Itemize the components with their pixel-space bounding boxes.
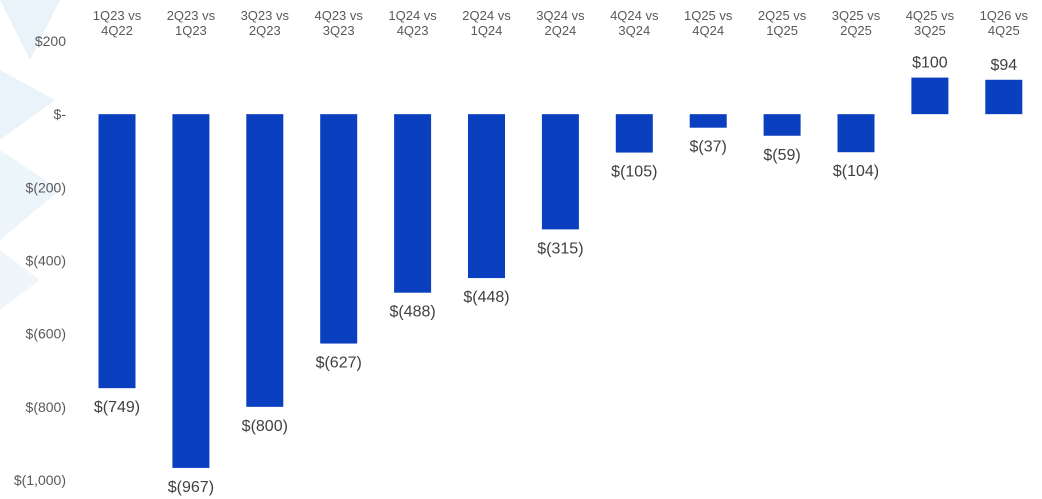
y-tick-label: $(800) (26, 399, 66, 415)
category-label-line: 2Q25 vs (758, 8, 807, 23)
category-label-line: 1Q25 vs (684, 8, 733, 23)
category-label-line: 1Q23 vs (93, 8, 142, 23)
data-label: $94 (990, 57, 1017, 74)
category-label-line: 3Q24 vs (536, 8, 585, 23)
bar (541, 114, 579, 230)
bar (911, 77, 949, 115)
category-label: 3Q24 vs 2Q24 (536, 8, 585, 38)
category-label-line: 4Q24 (692, 23, 724, 38)
category-label-line: 1Q24 vs (388, 8, 437, 23)
category-label: 1Q26 vs 4Q25 (980, 8, 1029, 38)
category-label: 2Q24 vs 1Q24 (462, 8, 511, 38)
category-label: 4Q23 vs 3Q23 (314, 8, 363, 38)
data-label: $(800) (242, 418, 288, 435)
data-label: $(448) (463, 289, 509, 306)
category-label-line: 2Q23 (249, 23, 281, 38)
watermark-shape (0, 70, 55, 140)
bar (172, 114, 210, 468)
category-label-line: 1Q24 (471, 23, 503, 38)
category-label-line: 3Q23 (323, 23, 355, 38)
bar (98, 114, 136, 389)
category-label-line: 1Q23 (175, 23, 207, 38)
category-label-line: 3Q23 vs (241, 8, 290, 23)
bar (468, 114, 505, 279)
category-label-line: 1Q26 vs (980, 8, 1029, 23)
category-label: 4Q24 vs 3Q24 (610, 8, 659, 38)
category-label: 3Q25 vs 2Q25 (832, 8, 881, 38)
category-label-line: 3Q25 vs (832, 8, 881, 23)
category-label-line: 2Q25 (840, 23, 872, 38)
y-tick-label: $(1,000) (14, 472, 66, 488)
bar (985, 79, 1023, 115)
watermark-shape (0, 0, 60, 60)
category-label: 1Q25 vs 4Q24 (684, 8, 733, 38)
category-label-line: 2Q23 vs (167, 8, 216, 23)
category-label-line: 4Q25 vs (906, 8, 955, 23)
watermark-shape (0, 150, 60, 240)
y-tick-label: $- (54, 106, 67, 122)
category-label: 2Q25 vs 1Q25 (758, 8, 807, 38)
data-label: $100 (912, 55, 948, 72)
bar (689, 114, 727, 128)
y-tick-label: $(600) (26, 326, 66, 342)
category-label: 1Q24 vs 4Q23 (388, 8, 437, 38)
data-label: $(749) (94, 399, 140, 416)
data-label: $(105) (611, 164, 657, 181)
bar (615, 114, 653, 153)
bars (98, 77, 1023, 468)
bar (394, 114, 432, 293)
data-label: $(59) (763, 147, 800, 164)
y-tick-label: $200 (35, 33, 66, 49)
category-labels: 1Q23 vs 4Q22 2Q23 vs 1Q23 3Q23 vs 2Q23 4Q23 vs… (93, 8, 1029, 38)
data-label: $(104) (833, 163, 879, 180)
category-label-line: 4Q22 (101, 23, 133, 38)
category-label-line: 3Q25 (914, 23, 946, 38)
category-label: 3Q23 vs 2Q23 (241, 8, 290, 38)
category-label-line: 1Q25 (766, 23, 798, 38)
category-label: 4Q25 vs 3Q25 (906, 8, 955, 38)
y-axis-ticks: $200 $- $(200) $(400) $(600) $(800) $(1,000) (14, 33, 66, 488)
y-tick-label: $(200) (26, 179, 66, 195)
bar (246, 114, 284, 407)
bar (320, 114, 358, 344)
category-label: 2Q23 vs 1Q23 (167, 8, 216, 38)
bar (763, 114, 801, 136)
category-label-line: 3Q24 (618, 23, 650, 38)
background-watermark (0, 0, 60, 310)
data-labels: $(749) $(967) $(800) $(627) $(488) $(448) $(31… (94, 55, 1017, 496)
category-label-line: 4Q23 vs (314, 8, 363, 23)
category-label-line: 4Q23 (397, 23, 429, 38)
category-label-line: 4Q24 vs (610, 8, 659, 23)
data-label: $(488) (389, 304, 435, 321)
category-label-line: 2Q24 (544, 23, 576, 38)
category-label: 1Q23 vs 4Q22 (93, 8, 142, 38)
data-label: $(37) (690, 139, 727, 156)
bar (837, 114, 875, 153)
watermark-shape (0, 250, 40, 310)
category-label-line: 4Q25 (988, 23, 1020, 38)
data-label: $(627) (316, 355, 362, 372)
data-label: $(967) (168, 479, 214, 496)
data-label: $(315) (537, 240, 583, 257)
y-tick-label: $(400) (26, 253, 66, 269)
category-label-line: 2Q24 vs (462, 8, 511, 23)
